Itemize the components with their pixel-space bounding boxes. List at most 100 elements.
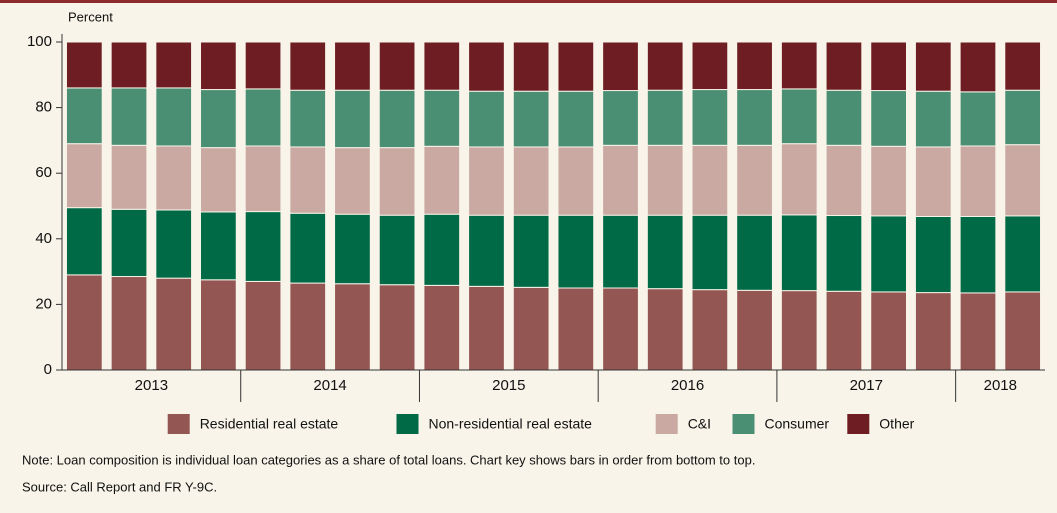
bar-segment bbox=[244, 88, 282, 147]
y-tick-label: 40 bbox=[35, 230, 52, 247]
bar-segment bbox=[200, 279, 237, 371]
bar-segment bbox=[468, 90, 505, 148]
bar-segment bbox=[870, 41, 907, 92]
y-tick-label: 0 bbox=[44, 361, 52, 378]
bar-segment bbox=[110, 276, 148, 371]
x-tick-label: 2014 bbox=[313, 377, 346, 394]
bar-segment bbox=[914, 146, 952, 217]
bar-segment bbox=[870, 215, 907, 293]
bar-segment bbox=[200, 89, 237, 149]
x-tick-label: 2015 bbox=[492, 377, 525, 394]
bar-segment bbox=[423, 145, 461, 215]
bar-segment bbox=[423, 89, 461, 147]
bar-segment bbox=[557, 90, 595, 148]
bar-segment bbox=[914, 215, 952, 294]
bar-segment bbox=[289, 41, 327, 91]
bar-segment bbox=[1004, 144, 1042, 217]
bar-segment bbox=[557, 41, 595, 92]
bar-segment bbox=[959, 215, 997, 294]
bar-segment bbox=[334, 147, 371, 215]
bar-segment bbox=[557, 214, 595, 289]
bar-segment bbox=[200, 211, 237, 281]
bar-segment bbox=[468, 285, 505, 371]
bar-segment bbox=[959, 292, 997, 371]
bar-segment bbox=[378, 147, 416, 216]
bar-segment bbox=[959, 91, 997, 147]
bar-segment bbox=[423, 284, 461, 371]
bar-segment bbox=[155, 87, 193, 147]
bar-segment bbox=[691, 41, 729, 91]
bar-segment bbox=[780, 143, 818, 216]
x-tick-label: 2017 bbox=[850, 377, 883, 394]
bar-segment bbox=[1004, 291, 1042, 371]
bar-segment bbox=[110, 144, 148, 210]
bar-segment bbox=[65, 274, 103, 371]
legend-label: Non-residential real estate bbox=[429, 416, 593, 432]
legend-swatch bbox=[732, 414, 755, 434]
bar-segment bbox=[870, 90, 907, 147]
bar-segment bbox=[334, 213, 371, 285]
bar-segment bbox=[512, 286, 550, 371]
y-tick-label: 80 bbox=[35, 99, 52, 116]
bar-segment bbox=[691, 144, 729, 216]
bar-segment bbox=[870, 145, 907, 217]
bar-segment bbox=[602, 144, 639, 216]
bar-segment bbox=[244, 145, 282, 213]
bar-segment bbox=[602, 214, 639, 289]
bar-segment bbox=[1004, 41, 1042, 91]
bar-segment bbox=[825, 215, 863, 292]
bar-segment bbox=[1004, 215, 1042, 293]
bar-segment bbox=[155, 277, 193, 371]
bar-segment bbox=[736, 289, 773, 371]
bar-segment bbox=[244, 211, 282, 282]
bar-segment bbox=[780, 88, 818, 145]
bar-segment bbox=[870, 291, 907, 371]
bar-segment bbox=[200, 41, 237, 91]
bar-segment bbox=[1004, 89, 1042, 146]
x-tick-label: 2013 bbox=[135, 377, 168, 394]
bar-segment bbox=[468, 214, 505, 287]
bar-segment bbox=[914, 90, 952, 148]
bar-segment bbox=[200, 147, 237, 213]
bar-segment bbox=[334, 41, 371, 91]
bar-segment bbox=[334, 89, 371, 149]
bar-segment bbox=[736, 41, 773, 91]
bar-segment bbox=[825, 41, 863, 91]
bar-segment bbox=[110, 87, 148, 146]
legend-label: Residential real estate bbox=[200, 416, 339, 432]
legend-label: C&I bbox=[688, 416, 711, 432]
bar-segment bbox=[602, 287, 639, 371]
bar-segment bbox=[378, 89, 416, 149]
bar-segment bbox=[646, 144, 684, 216]
bar-segment bbox=[691, 214, 729, 291]
bar-segment bbox=[602, 90, 639, 146]
bar-segment bbox=[959, 41, 997, 93]
bar-segment bbox=[378, 214, 416, 286]
bar-segment bbox=[334, 283, 371, 371]
bar-segment bbox=[512, 146, 550, 216]
legend-swatch bbox=[396, 414, 419, 434]
bar-segment bbox=[825, 144, 863, 217]
bar-segment bbox=[512, 41, 550, 92]
bar-segment bbox=[825, 290, 863, 371]
bar-segment bbox=[646, 288, 684, 371]
bar-segment bbox=[646, 41, 684, 91]
legend-swatch bbox=[167, 414, 190, 434]
bar-segment bbox=[959, 145, 997, 217]
bar-segment bbox=[468, 41, 505, 92]
top-border bbox=[0, 0, 1057, 3]
bar-segment bbox=[378, 284, 416, 371]
legend-swatch bbox=[655, 414, 678, 434]
bar-segment bbox=[65, 143, 103, 209]
bar-segment bbox=[512, 90, 550, 148]
bar-segment bbox=[65, 41, 103, 89]
x-tick-label: 2016 bbox=[671, 377, 704, 394]
legend-swatch bbox=[847, 414, 870, 434]
bar-segment bbox=[468, 146, 505, 216]
x-tick-label: 2018 bbox=[984, 377, 1017, 394]
bar-segment bbox=[825, 89, 863, 146]
note: Note: Loan composition is individual loa… bbox=[22, 452, 755, 467]
bar-segment bbox=[378, 41, 416, 91]
bar-segment bbox=[110, 41, 148, 89]
